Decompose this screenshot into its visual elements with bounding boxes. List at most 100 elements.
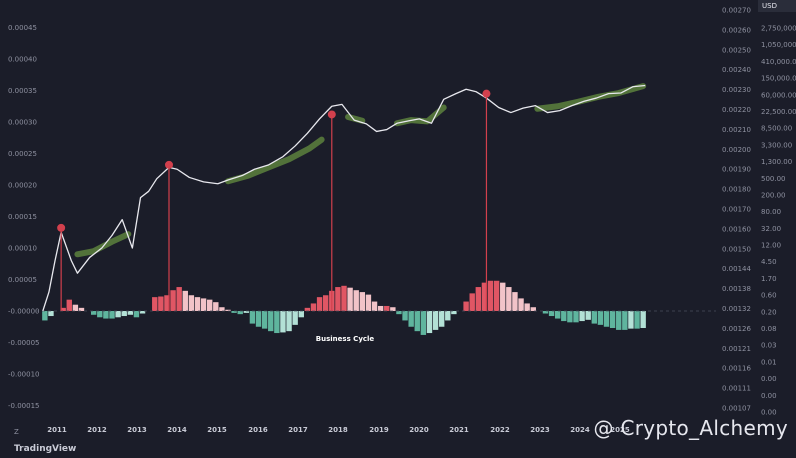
mid-tick-label: 0.00250 (722, 46, 751, 54)
histogram-bar (585, 311, 591, 320)
histogram-bar (139, 311, 146, 314)
histogram-bar (634, 311, 640, 329)
histogram-bar (622, 311, 628, 330)
histogram-bar (152, 297, 158, 311)
price-tick-label: 32.00 (761, 225, 781, 233)
histogram-bar (554, 311, 561, 319)
histogram-bar (597, 311, 604, 325)
histogram-bar (274, 311, 280, 334)
histogram-bar (249, 311, 256, 324)
tradingview-brand: TradingView (14, 444, 77, 454)
left-tick-label: 0.00015 (8, 213, 37, 221)
histogram-bar (213, 302, 219, 311)
histogram-bar (292, 311, 298, 325)
trend-band (393, 104, 447, 127)
mid-tick-label: 0.00220 (722, 106, 751, 114)
histogram-bar (365, 294, 372, 311)
histogram-bar (524, 303, 530, 311)
histogram-bar (420, 311, 427, 335)
histogram-bar (206, 299, 213, 311)
histogram-bar (530, 307, 536, 311)
x-tick-label: 2018 (328, 426, 348, 434)
price-tick-label: 1,050,000.00 (761, 41, 796, 49)
left-tick-label: -0.00015 (8, 402, 39, 410)
price-tick-label: 0.03 (761, 342, 777, 350)
histogram-bar (103, 311, 109, 319)
x-tick-label: 2015 (207, 426, 227, 434)
x-tick-label: 2017 (288, 426, 308, 434)
histogram-bar (603, 311, 610, 327)
trend-band (225, 136, 325, 185)
histogram-bar (408, 311, 414, 327)
histogram-bar (72, 304, 79, 311)
price-tick-label: 0.20 (761, 308, 777, 316)
price-tick-label: 0.00 (761, 392, 777, 400)
histogram-bar (518, 298, 524, 311)
price-tick-label: 22,500.00 (761, 108, 796, 116)
mid-tick-label: 0.00132 (722, 305, 751, 313)
mid-tick-label: 0.00160 (722, 225, 751, 233)
trend-band (345, 113, 366, 124)
x-tick-label: 2012 (87, 426, 107, 434)
histogram-bar (371, 301, 378, 311)
histogram-bar (121, 311, 127, 317)
mid-tick-label: 0.00240 (722, 66, 751, 74)
left-tick-label: 0.00035 (8, 87, 37, 95)
histogram-bar (487, 280, 494, 311)
mid-tick-label: 0.00116 (722, 365, 751, 373)
histogram-bar (640, 311, 646, 329)
histogram-bar (481, 282, 488, 311)
histogram-bar (579, 311, 585, 322)
left-axis: 0.00045 0.00040 0.00035 0.00030 0.00025 0.000… (8, 24, 39, 410)
histogram-bar (188, 295, 195, 311)
price-tick-label: 8,500.00 (761, 125, 792, 133)
x-tick-label: 2023 (530, 426, 550, 434)
histogram-bar (176, 287, 182, 311)
histogram-bar (170, 290, 176, 311)
corner-label: Z (14, 428, 19, 436)
mid-tick-label: 0.00210 (722, 126, 751, 134)
mid-axis: 0.00270 0.00260 0.00250 0.00240 0.00230 0.002… (722, 7, 751, 413)
price-tick-label: 12.00 (761, 242, 781, 250)
left-tick-label: 0.00005 (8, 276, 37, 284)
histogram-bar (304, 307, 311, 311)
histogram-bar (219, 307, 225, 311)
histogram-bar (402, 311, 408, 321)
histogram-bar (377, 305, 384, 311)
histogram-bar (322, 295, 329, 311)
histogram-bar (347, 287, 353, 311)
histogram-bar (316, 297, 323, 311)
currency-label[interactable]: USD (758, 0, 796, 12)
histogram-bar (426, 311, 433, 334)
histogram-bar (133, 311, 140, 318)
histogram-bar (48, 311, 54, 317)
mid-tick-label: 0.00270 (722, 7, 751, 15)
mid-tick-label: 0.00111 (722, 385, 751, 393)
x-tick-label: 2013 (127, 426, 147, 434)
price-tick-label: 2,750,000.00 (761, 25, 796, 33)
histogram-bar (359, 292, 366, 311)
histogram-bar (390, 307, 396, 311)
histogram-bar (335, 287, 341, 311)
histogram-bar (200, 298, 207, 311)
left-tick-label: 0.00030 (8, 119, 37, 127)
histogram-bar (194, 297, 201, 311)
mid-tick-label: 0.00126 (722, 325, 751, 333)
x-tick-label: 2024 (570, 426, 590, 434)
price-tick-label: 0.01 (761, 358, 777, 366)
price-line-group (42, 84, 646, 312)
histogram-bar (542, 311, 549, 314)
left-tick-label: -0.00000 (8, 308, 39, 316)
histogram-bar (493, 280, 500, 311)
mid-tick-label: 0.00260 (722, 26, 751, 34)
x-tick-label: 2019 (369, 426, 389, 434)
mid-tick-label: 0.00190 (722, 166, 751, 174)
peak-marker (482, 89, 491, 98)
histogram-bar (164, 295, 170, 311)
cycle-peaks (57, 89, 491, 311)
histogram-bar (158, 296, 164, 311)
price-tick-label: 80.00 (761, 208, 781, 216)
price-axis: 2,750,000.00 1,050,000.00 410,000.00 150,00… (761, 25, 796, 417)
